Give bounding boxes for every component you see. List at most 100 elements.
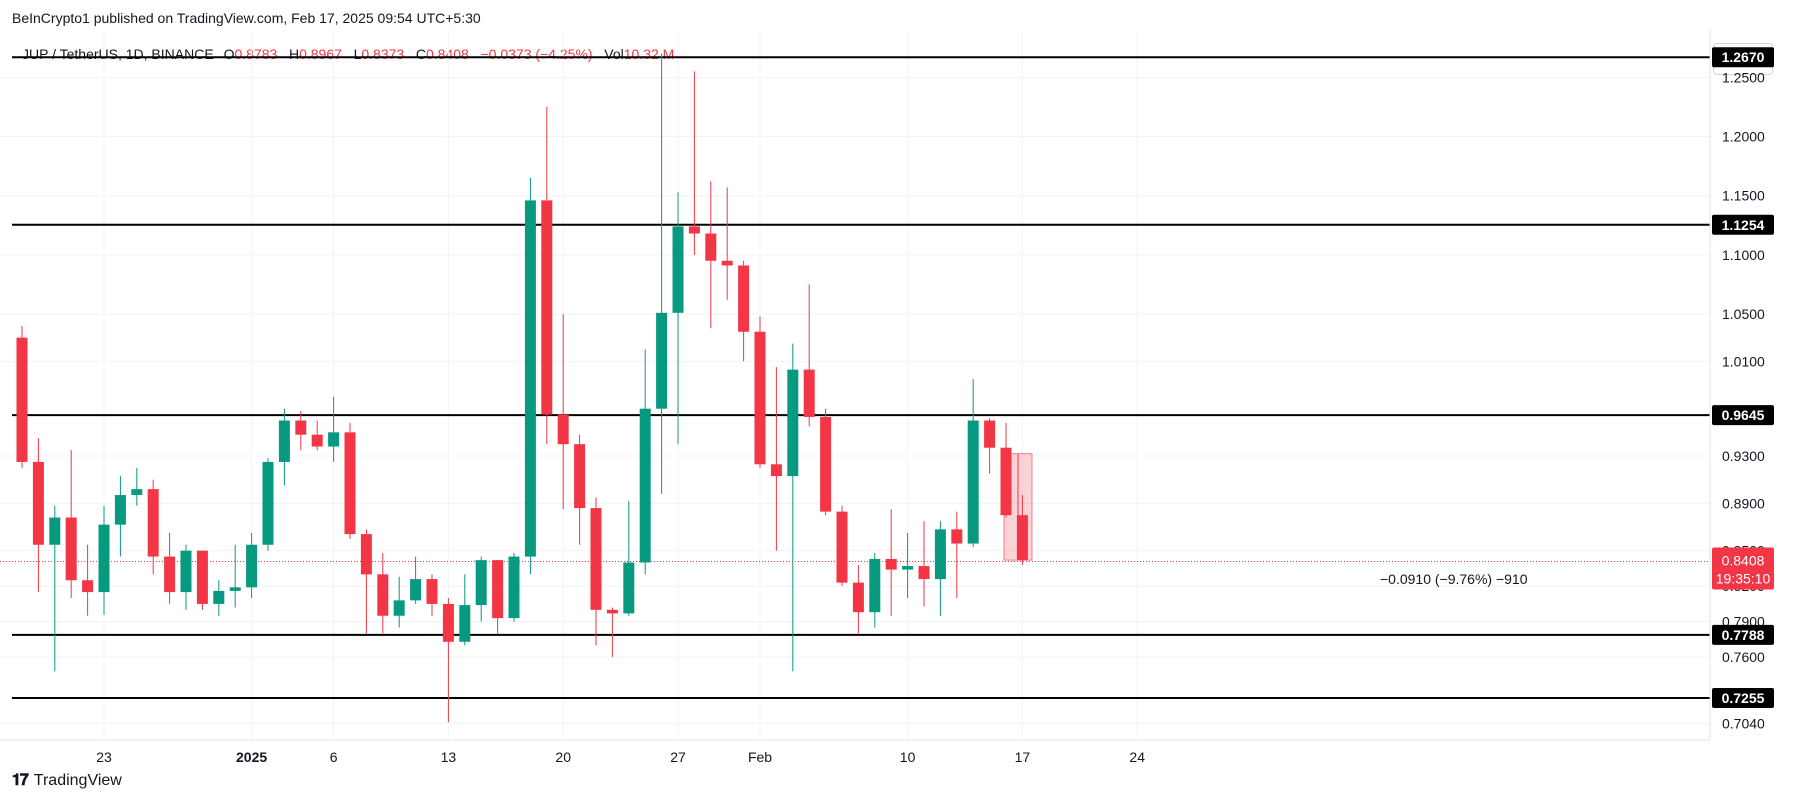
last-price-value: 0.8408: [1722, 553, 1765, 569]
candle-body: [213, 590, 225, 604]
open-label: O: [223, 46, 235, 62]
candle-body: [623, 562, 635, 614]
level-label-box: [1712, 405, 1774, 426]
candle-body: [32, 461, 44, 545]
candle-body: [426, 579, 438, 604]
candle-body: [442, 603, 454, 642]
tradingview-logo[interactable]: 𝟏𝟕 TradingView: [12, 772, 122, 790]
candle-body: [770, 464, 782, 477]
candle-body: [229, 587, 241, 591]
x-tick-label: 10: [900, 749, 916, 765]
candle-body: [820, 416, 832, 512]
candle-body: [114, 495, 126, 525]
candle-body: [377, 574, 389, 616]
candle-body: [262, 461, 274, 545]
candle-body: [606, 609, 618, 614]
candle-body: [328, 432, 340, 447]
x-tick-label: 2025: [236, 749, 267, 765]
candle-body: [475, 560, 487, 606]
candle-body: [410, 579, 422, 601]
measure-annotation: −0.0910 (−9.76%) −910: [1380, 571, 1528, 587]
y-tick-label: 1.1000: [1722, 247, 1765, 263]
x-tick-label: 6: [330, 749, 338, 765]
level-label-box: [1712, 214, 1774, 235]
candle-body: [1000, 447, 1012, 516]
y-tick-label: 1.0500: [1722, 306, 1765, 322]
candle-body: [951, 529, 963, 544]
chart-grid: [0, 30, 1710, 740]
candle-body: [508, 556, 520, 619]
candle-body: [311, 434, 323, 447]
x-tick-label: 20: [555, 749, 571, 765]
tradingview-logo-icon: 𝟏𝟕: [12, 772, 29, 789]
candle-body: [393, 600, 405, 616]
candle-body: [246, 544, 258, 588]
candle-body: [869, 558, 881, 613]
level-labels: 1.2670 1.1254 0.9645 0.7788 0.7255: [1712, 47, 1774, 708]
candle-body: [803, 369, 815, 417]
candle-body: [918, 566, 930, 580]
y-tick-label: 0.7040: [1722, 715, 1765, 731]
x-tick-label: Feb: [748, 749, 772, 765]
level-label: 0.9645: [1722, 407, 1765, 423]
y-tick-label: 1.2500: [1722, 69, 1765, 85]
x-tick-label: 17: [1015, 749, 1031, 765]
candle-body: [787, 369, 799, 477]
x-tick-label: 13: [441, 749, 457, 765]
candle-body: [967, 420, 979, 544]
candle-body: [672, 226, 684, 313]
candle-body: [557, 414, 569, 445]
candle-body: [656, 312, 668, 409]
x-tick-label: 23: [96, 749, 112, 765]
candle-body: [541, 200, 553, 415]
candle-body: [131, 489, 143, 496]
candle-body: [902, 566, 914, 570]
low-label: L: [353, 46, 362, 62]
x-axis: 23 2025 6 13 20 27 Feb 10 17 24: [96, 749, 1145, 765]
x-tick-label: 24: [1129, 749, 1145, 765]
candle-body: [82, 580, 94, 593]
candle-body: [344, 432, 356, 535]
candle-body: [934, 529, 946, 580]
level-label: 1.1254: [1722, 217, 1765, 233]
candle-body: [639, 408, 651, 563]
candle-body: [98, 524, 110, 593]
candle-body: [705, 233, 717, 261]
candle-body: [1016, 515, 1028, 561]
last-price-label-box: [1712, 547, 1774, 590]
brand-name: TradingView: [33, 772, 122, 789]
y-tick-label: 0.9300: [1722, 448, 1765, 464]
level-label-box: [1712, 624, 1774, 645]
support-resistance-lines: [12, 56, 1710, 699]
candle-body: [147, 489, 159, 557]
candle-body: [836, 511, 848, 583]
level-label: 0.7255: [1722, 690, 1765, 706]
y-tick-label: 1.0100: [1722, 353, 1765, 369]
y-tick-label: 1.1500: [1722, 188, 1765, 204]
candle-body: [180, 550, 192, 593]
candle-body: [492, 560, 504, 619]
candle-body: [196, 550, 208, 604]
candle-body: [590, 508, 602, 610]
y-tick-label: 0.8900: [1722, 495, 1765, 511]
candle-body: [16, 337, 28, 462]
publish-info: BeInCrypto1 published on TradingView.com…: [12, 10, 481, 26]
candle-body: [885, 558, 897, 570]
candle-body: [984, 420, 996, 448]
candle-body: [360, 534, 372, 575]
countdown-timer: 19:35:10: [1716, 571, 1771, 587]
candle-body: [278, 420, 290, 462]
candle-body: [738, 265, 750, 332]
candle-body: [754, 331, 766, 465]
candle-body: [459, 605, 471, 642]
level-label-box: [1712, 687, 1774, 708]
candle-body: [164, 556, 176, 593]
level-label: 1.2670: [1722, 49, 1765, 65]
last-price-label: 0.8408 19:35:10: [1712, 547, 1774, 590]
candle-body: [65, 517, 77, 581]
candle-body: [688, 226, 700, 234]
level-label-box: [1712, 47, 1774, 68]
candle-body: [49, 517, 61, 545]
x-tick-label: 27: [670, 749, 686, 765]
